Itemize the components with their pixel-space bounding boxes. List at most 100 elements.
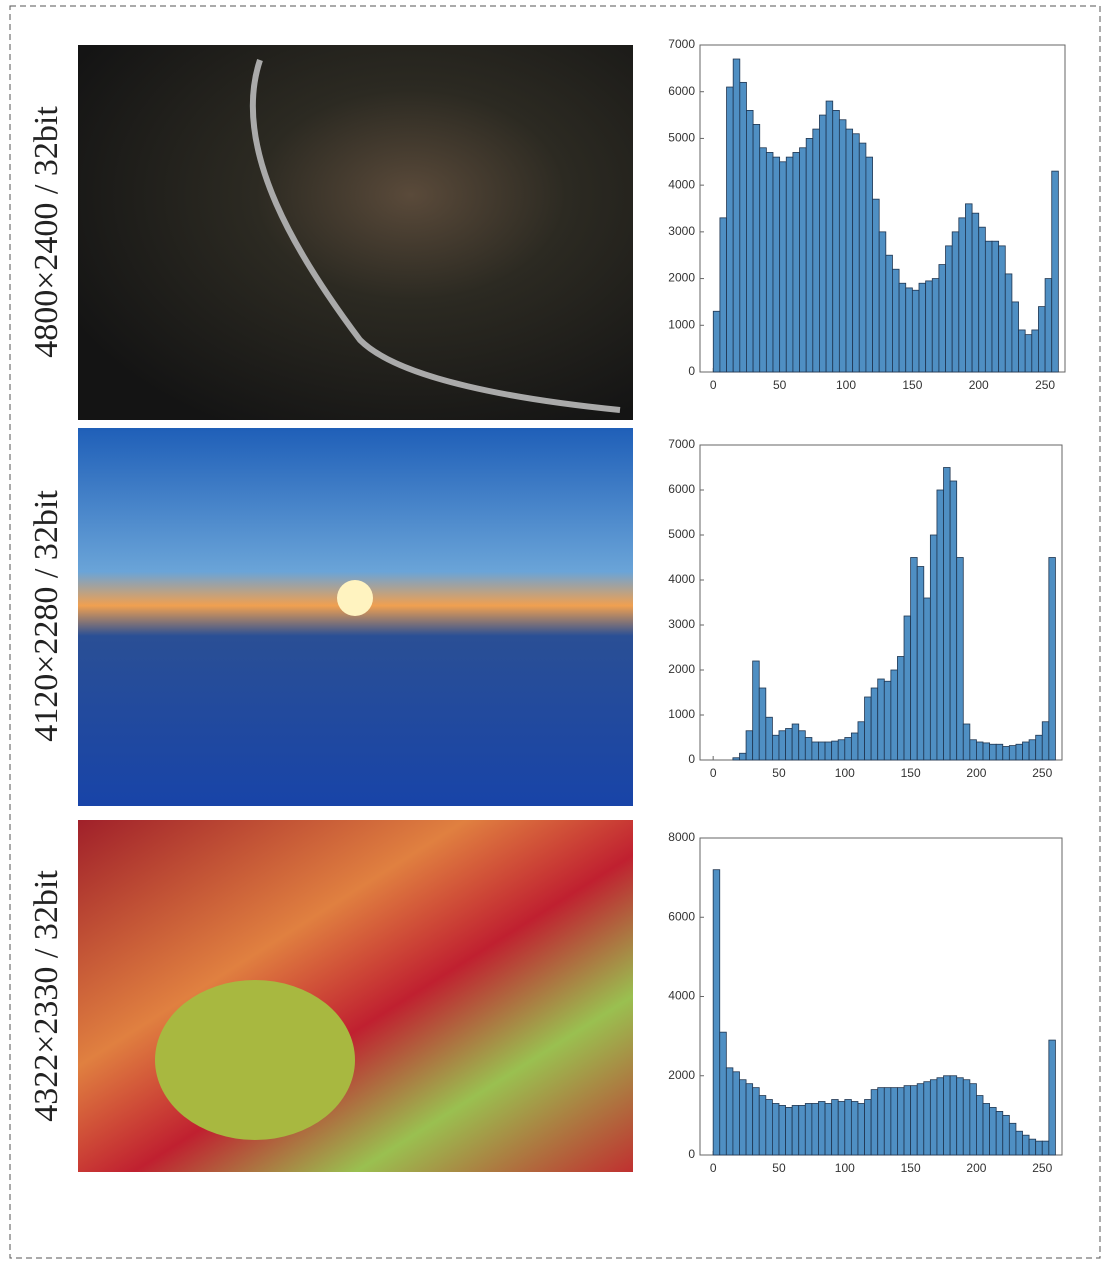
bar bbox=[1023, 742, 1030, 760]
bar bbox=[746, 110, 753, 372]
bar bbox=[965, 204, 972, 372]
y-tick-label: 4000 bbox=[668, 572, 695, 586]
y-tick-label: 5000 bbox=[668, 527, 695, 541]
bar bbox=[799, 1105, 806, 1155]
bar bbox=[766, 152, 773, 372]
y-tick-label: 1000 bbox=[668, 707, 695, 721]
bar bbox=[779, 1105, 786, 1155]
x-tick-label: 250 bbox=[1032, 766, 1052, 780]
bar bbox=[879, 232, 886, 372]
bar bbox=[812, 742, 819, 760]
y-tick-label: 2000 bbox=[668, 662, 695, 676]
bar bbox=[839, 120, 846, 372]
bar bbox=[1012, 302, 1019, 372]
bar bbox=[859, 143, 866, 372]
bar bbox=[833, 110, 840, 372]
bar bbox=[944, 1076, 951, 1155]
bar bbox=[884, 1088, 891, 1155]
bar bbox=[899, 283, 906, 372]
row-label: 4800×2400 / 32bit bbox=[28, 106, 65, 358]
bar bbox=[871, 688, 878, 760]
bar bbox=[972, 213, 979, 372]
bar bbox=[786, 729, 793, 761]
x-tick-label: 50 bbox=[772, 1161, 786, 1175]
y-tick-label: 1000 bbox=[668, 317, 695, 331]
bar bbox=[897, 1088, 904, 1155]
bar bbox=[884, 681, 891, 760]
bar bbox=[826, 101, 833, 372]
bar bbox=[970, 1084, 977, 1155]
bar bbox=[1029, 740, 1036, 760]
x-tick-label: 100 bbox=[835, 1161, 855, 1175]
bar bbox=[799, 731, 806, 760]
bar bbox=[851, 1102, 858, 1155]
bar bbox=[818, 1102, 825, 1155]
bar bbox=[904, 616, 911, 760]
bar bbox=[1016, 744, 1023, 760]
bar bbox=[759, 1096, 766, 1155]
x-tick-label: 50 bbox=[773, 378, 787, 392]
bar bbox=[779, 731, 786, 760]
bar bbox=[866, 157, 873, 372]
bar bbox=[891, 670, 898, 760]
bar bbox=[753, 124, 760, 372]
bar bbox=[1049, 1040, 1056, 1155]
bar bbox=[963, 1080, 970, 1155]
bar bbox=[746, 731, 753, 760]
bar bbox=[917, 567, 924, 761]
bar bbox=[720, 1032, 727, 1155]
bar bbox=[996, 1111, 1003, 1155]
x-tick-label: 200 bbox=[966, 1161, 986, 1175]
bar bbox=[996, 744, 1003, 760]
bar bbox=[858, 722, 865, 760]
bar bbox=[983, 743, 990, 760]
bar bbox=[766, 1100, 773, 1155]
x-tick-label: 150 bbox=[901, 766, 921, 780]
bar bbox=[786, 157, 793, 372]
bar bbox=[1003, 1115, 1010, 1155]
bar bbox=[992, 241, 999, 372]
bar bbox=[871, 1090, 878, 1155]
bar bbox=[976, 742, 983, 760]
bar bbox=[924, 1082, 931, 1155]
bar bbox=[1036, 735, 1043, 760]
bar bbox=[946, 246, 953, 372]
bar bbox=[950, 481, 957, 760]
bar bbox=[912, 290, 919, 372]
bar bbox=[979, 227, 986, 372]
y-tick-label: 6000 bbox=[668, 84, 695, 98]
bar bbox=[897, 657, 904, 761]
bar bbox=[1042, 1141, 1049, 1155]
bar bbox=[753, 1088, 760, 1155]
bar bbox=[952, 232, 959, 372]
bar bbox=[976, 1096, 983, 1155]
y-tick-label: 4000 bbox=[668, 989, 695, 1003]
bar bbox=[786, 1107, 793, 1155]
bar bbox=[926, 281, 933, 372]
bar bbox=[1029, 1139, 1036, 1155]
bar bbox=[780, 162, 787, 372]
x-tick-label: 0 bbox=[710, 1161, 717, 1175]
bar bbox=[904, 1086, 911, 1155]
bar bbox=[838, 740, 845, 760]
x-tick-label: 150 bbox=[901, 1161, 921, 1175]
y-tick-label: 0 bbox=[688, 752, 695, 766]
bar bbox=[792, 1105, 799, 1155]
photo-sun bbox=[337, 580, 373, 616]
bar bbox=[957, 1078, 964, 1155]
bar bbox=[858, 1103, 865, 1155]
bar bbox=[766, 717, 773, 760]
bar bbox=[838, 1102, 845, 1155]
y-tick-label: 0 bbox=[688, 1147, 695, 1161]
bar bbox=[937, 490, 944, 760]
bar bbox=[1032, 330, 1039, 372]
bar bbox=[793, 152, 800, 372]
bar bbox=[1036, 1141, 1043, 1155]
bar bbox=[865, 697, 872, 760]
bar bbox=[886, 255, 893, 372]
bar bbox=[1023, 1135, 1030, 1155]
bar bbox=[733, 758, 740, 760]
bar bbox=[1005, 274, 1012, 372]
bar bbox=[932, 279, 939, 372]
bar bbox=[739, 753, 746, 760]
